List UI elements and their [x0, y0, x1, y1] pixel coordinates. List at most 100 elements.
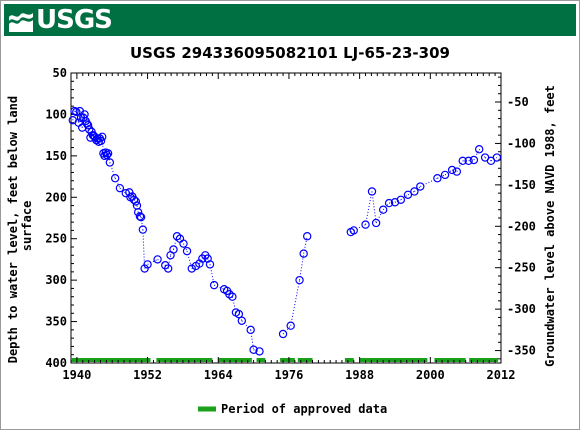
- data-point-2: [72, 107, 81, 117]
- data-point-65: [228, 292, 237, 301]
- data-point-89: [433, 174, 442, 183]
- connector-line-3: [75, 111, 80, 123]
- connector-line-73: [282, 325, 292, 335]
- connector-line-81: [371, 191, 377, 224]
- data-point-42: [138, 225, 148, 234]
- data-point-69: [246, 325, 255, 335]
- data-point-49: [169, 245, 178, 254]
- connector-line-52: [179, 238, 184, 244]
- connector-line-84: [389, 201, 396, 204]
- usgs-wave-icon: [9, 13, 33, 32]
- data-point-86: [403, 190, 413, 199]
- y-right-tick-label--100: -100: [507, 136, 536, 150]
- data-point-28: [103, 149, 113, 158]
- chart-title: USGS 294336095082101 LJ-65-23-309: [130, 44, 450, 62]
- y-left-tick-label-150: 150: [45, 149, 67, 163]
- connector-line-33: [125, 191, 130, 194]
- data-point-78: [349, 226, 358, 235]
- data-point-32: [121, 188, 130, 198]
- connector-line-57: [198, 258, 203, 264]
- approved-period-8: [434, 358, 466, 362]
- data-point-88: [416, 182, 425, 191]
- connector-line-53: [183, 243, 188, 252]
- connector-line-93: [456, 160, 464, 172]
- approved-period-3: [256, 358, 266, 362]
- data-point-31: [115, 183, 125, 193]
- data-point-60: [205, 260, 215, 269]
- data-point-23: [98, 132, 107, 141]
- connector-line-31: [114, 178, 121, 189]
- data-point-73: [286, 321, 295, 330]
- connector-line-62: [213, 284, 225, 290]
- connector-line-45: [147, 258, 158, 265]
- data-point-70: [249, 345, 258, 354]
- data-point-29: [105, 158, 115, 167]
- connector-line-11: [86, 123, 89, 126]
- x-tick-label-1964: 1964: [204, 368, 233, 382]
- y-right-tick-label--200: -200: [507, 219, 536, 233]
- y-left-tick-label-250: 250: [45, 232, 67, 246]
- y-left-tick-label-50: 50: [53, 66, 67, 80]
- data-point-93: [458, 156, 467, 166]
- connector-line-95: [468, 159, 474, 162]
- data-point-47: [163, 264, 173, 273]
- data-point-45: [153, 255, 162, 264]
- connector-line-90: [437, 174, 446, 179]
- data-point-40: [135, 212, 145, 221]
- y-axis-left-label-line1: Depth to water level, feet below land: [6, 96, 20, 363]
- y-axis-right-label: Groundwater level above NAVD 1988, feet: [543, 85, 557, 367]
- connector-line-96: [473, 149, 480, 161]
- connector-line-63: [223, 288, 228, 292]
- data-point-72: [278, 329, 288, 339]
- connector-line-48: [167, 255, 172, 269]
- approved-period-4: [280, 358, 295, 362]
- data-point-99: [492, 153, 502, 162]
- connector-lines: [72, 110, 498, 352]
- connector-line-50: [173, 236, 178, 250]
- x-tick-label-2012: 2012: [487, 368, 516, 382]
- approved-period-1: [156, 358, 213, 362]
- data-point-82: [378, 205, 388, 214]
- approved-period-2: [218, 358, 252, 362]
- data-point-22: [96, 136, 106, 146]
- usgs-logo[interactable]: USGS: [8, 4, 113, 36]
- connector-line-79: [353, 224, 366, 231]
- connector-line-67: [235, 312, 240, 315]
- y-left-tick-label-200: 200: [45, 190, 67, 204]
- connector-line-44: [144, 264, 148, 269]
- connector-line-78: [350, 229, 354, 233]
- data-point-92: [452, 167, 462, 176]
- data-point-90: [440, 170, 450, 180]
- y-left-tick-label-100: 100: [45, 107, 67, 121]
- data-point-87: [410, 187, 419, 196]
- legend: Period of approved data: [198, 402, 387, 416]
- approved-period-0: [71, 358, 151, 362]
- connector-line-74: [290, 280, 301, 326]
- x-axis: 1940 1952 1964 1976 1988 2000 2012: [62, 73, 515, 382]
- approved-period-5: [297, 358, 313, 362]
- data-point-85: [396, 195, 406, 204]
- y-right-tick-label--300: -300: [507, 302, 536, 316]
- connector-line-69: [241, 320, 252, 331]
- x-tick-label-1940: 1940: [62, 368, 91, 382]
- x-tick-label-2000: 2000: [416, 368, 445, 382]
- y-axis-left-label: Depth to water level, feet below land su…: [6, 89, 34, 364]
- connector-line-8: [82, 114, 86, 118]
- x-tick-label-1988: 1988: [345, 368, 374, 382]
- connector-line-10: [85, 120, 88, 124]
- data-point-27: [102, 150, 112, 160]
- x-tick-label-1976: 1976: [274, 368, 303, 382]
- connector-line-43: [142, 229, 146, 269]
- data-point-96: [475, 145, 484, 154]
- y-right-tick-label--50: -50: [507, 95, 529, 109]
- data-points: [68, 106, 502, 356]
- data-point-44: [143, 260, 152, 269]
- data-point-53: [182, 246, 192, 256]
- data-point-52: [179, 239, 188, 248]
- data-point-11: [83, 120, 93, 130]
- data-point-37: [131, 197, 140, 206]
- data-point-41: [136, 212, 146, 222]
- data-point-68: [237, 316, 247, 325]
- connector-line-21: [98, 138, 101, 142]
